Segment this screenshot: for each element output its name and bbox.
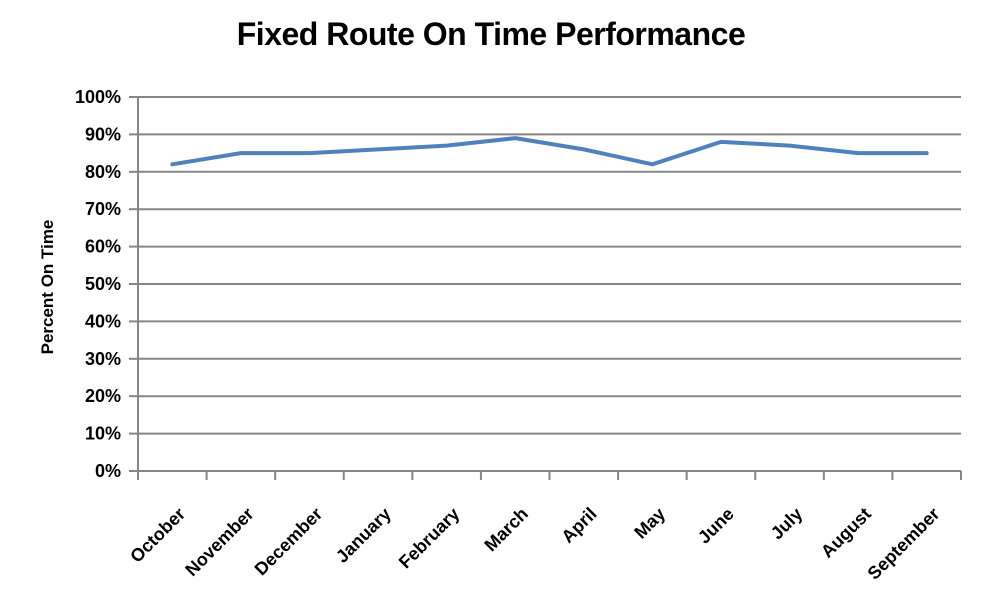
y-tick-label: 20% — [85, 386, 121, 406]
y-tick-label: 10% — [85, 424, 121, 444]
y-tick-label: 50% — [85, 274, 121, 294]
x-tick-label: December — [251, 504, 327, 580]
y-tick-label: 60% — [85, 237, 121, 257]
y-tick-label: 40% — [85, 311, 121, 331]
x-tick-label: September — [864, 504, 944, 584]
x-tick-label: May — [630, 504, 669, 543]
y-tick-label: 30% — [85, 349, 121, 369]
data-line — [170, 136, 929, 167]
x-tick-label: August — [817, 504, 875, 562]
chart-title: Fixed Route On Time Performance — [236, 16, 746, 52]
x-tick-label: June — [694, 504, 738, 548]
x-tick-label: April — [557, 504, 600, 547]
x-tick-label: January — [332, 504, 395, 567]
y-tick-label: 0% — [95, 461, 121, 481]
x-tick-label: November — [181, 504, 257, 580]
y-tick-label: 90% — [85, 124, 121, 144]
x-tick-label: February — [395, 504, 464, 573]
y-tick-label: 80% — [85, 162, 121, 182]
y-tick-label: 100% — [75, 87, 121, 107]
x-tick-label: July — [767, 504, 807, 544]
x-tick-label: October — [126, 504, 189, 567]
y-tick-label: 70% — [85, 199, 121, 219]
x-tick-label: March — [480, 504, 532, 556]
